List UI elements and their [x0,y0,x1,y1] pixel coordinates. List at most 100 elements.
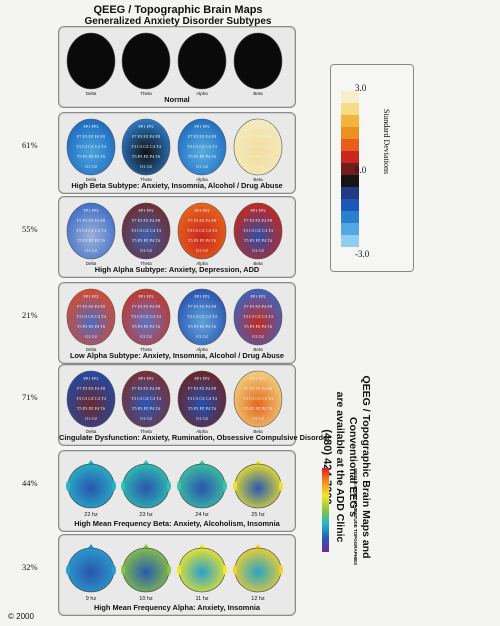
scale-title: Standard Deviations [382,109,391,175]
page-subtitle: Generalized Anxiety Disorder Subtypes [84,16,272,27]
electrode-labels: T3 C3 CZ C4 T4 [243,314,274,319]
electrode-labels: T5 P3 PZ P4 T6 [244,238,273,243]
electrode-labels: FP1 FP2 [194,376,209,381]
electrode-labels: T3 C3 CZ C4 T4 [76,228,107,233]
electrode-labels: O1 O2 [85,164,97,169]
electrode-labels: O1 O2 [252,248,264,253]
electrode-labels: T5 P3 PZ P4 T6 [244,324,273,329]
brain-map-2-0: FP1 FP2 F7 F3 FZ F4 F8 T3 C3 CZ C4 T4 T5 P3… [66,202,116,260]
electrode-labels: T3 C3 CZ C4 T4 [187,314,218,319]
panel-caption: High Alpha Subtype: Anxiety, Depression,… [94,265,260,274]
panel-caption: Normal [164,95,190,104]
electrode-labels: O1 O2 [196,334,208,339]
electrode-labels: O1 O2 [85,334,97,339]
electrode-labels: F7 F3 FZ F4 F8 [77,134,106,139]
panel-6: 9 hz 10 hz 11 hz 12 hz High Mean Frequency A… [58,534,296,616]
brain-map-3-3: FP1 FP2 F7 F3 FZ F4 F8 T3 C3 CZ C4 T4 T5 P3… [233,288,283,346]
brain-map-1-3: FP1 FP2 F7 F3 FZ F4 F8 T3 C3 CZ C4 T4 T5 P3… [233,118,283,176]
band-label: Theta [140,347,152,352]
copyright: © 2000 [8,612,34,621]
electrode-labels: T3 C3 CZ C4 T4 [76,396,107,401]
electrode-labels: F7 F3 FZ F4 F8 [77,218,106,223]
scale-swatch [341,139,359,151]
scale-swatch [341,151,359,163]
electrode-labels: T5 P3 PZ P4 T6 [132,238,161,243]
electrode-labels: FP1 FP2 [83,208,98,213]
band-label: Beta [253,177,263,182]
electrode-labels: T5 P3 PZ P4 T6 [132,324,161,329]
panel-caption: High Mean Frequency Beta: Anxiety, Alcoh… [74,519,280,528]
scale-swatch [341,175,359,187]
electrode-labels: O1 O2 [252,334,264,339]
electrode-labels: T3 C3 CZ C4 T4 [243,396,274,401]
band-label: 9 hz [85,596,97,602]
electrode-labels: T5 P3 PZ P4 T6 [188,406,217,411]
electrode-labels: F7 F3 FZ F4 F8 [132,386,161,391]
electrode-labels: T3 C3 CZ C4 T4 [131,144,162,149]
electrode-labels: FP1 FP2 [138,124,153,129]
electrode-labels: T5 P3 PZ P4 T6 [77,406,106,411]
panel-0: Delta Theta Alpha Beta Normal [58,26,296,108]
electrode-labels: T5 P3 PZ P4 T6 [188,154,217,159]
electrode-labels: F7 F3 FZ F4 F8 [132,304,161,309]
brain-map-5-0 [66,460,116,509]
panel-3: FP1 FP2 F7 F3 FZ F4 F8 T3 C3 CZ C4 T4 T5 P3… [58,282,296,364]
brain-map-0-1 [121,32,171,90]
scale-swatch [341,199,359,211]
electrode-labels: O1 O2 [252,416,264,421]
panel-percentage: 71% [22,392,38,402]
electrode-labels: O1 O2 [196,164,208,169]
electrode-labels: F7 F3 FZ F4 F8 [244,304,273,309]
electrode-labels: F7 F3 FZ F4 F8 [77,386,106,391]
brain-map-0-2 [177,32,227,90]
electrode-labels: FP1 FP2 [250,294,265,299]
band-label: Delta [85,177,97,182]
electrode-labels: T3 C3 CZ C4 T4 [76,144,107,149]
band-label: 10 hz [139,596,153,602]
electrode-labels: FP1 FP2 [138,294,153,299]
band-label: 23 hz [139,512,153,518]
brain-map-0-0 [66,32,116,90]
electrode-labels: F7 F3 FZ F4 F8 [188,386,217,391]
band-label: Delta [85,91,97,96]
electrode-labels: FP1 FP2 [138,208,153,213]
electrode-labels: T3 C3 CZ C4 T4 [187,396,218,401]
scale-swatch [341,103,359,115]
electrode-labels: T5 P3 PZ P4 T6 [132,154,161,159]
brain-map-3-2: FP1 FP2 F7 F3 FZ F4 F8 T3 C3 CZ C4 T4 T5 P3… [177,288,227,346]
electrode-labels: F7 F3 FZ F4 F8 [77,304,106,309]
band-label: Alpha [196,91,208,96]
electrode-labels: FP1 FP2 [194,294,209,299]
band-label: Alpha [196,429,208,434]
scale-swatch [341,127,359,139]
scale-swatch [341,211,359,223]
electrode-labels: T5 P3 PZ P4 T6 [244,154,273,159]
brain-map-3-1: FP1 FP2 F7 F3 FZ F4 F8 T3 C3 CZ C4 T4 T5 P3… [121,288,171,346]
electrode-labels: FP1 FP2 [83,376,98,381]
brain-map-2-2: FP1 FP2 F7 F3 FZ F4 F8 T3 C3 CZ C4 T4 T5 P3… [177,202,227,260]
panel-caption: Low Alpha Subtype: Anxiety, Insomnia, Al… [70,351,284,360]
electrode-labels: T3 C3 CZ C4 T4 [187,144,218,149]
scale-swatch [341,235,359,247]
electrode-labels: O1 O2 [252,164,264,169]
brain-map-6-1 [121,544,171,593]
brain-map-5-3 [233,460,283,509]
panel-caption: High Mean Frequency Alpha: Anxiety, Inso… [93,603,261,612]
brain-map-4-0: FP1 FP2 F7 F3 FZ F4 F8 T3 C3 CZ C4 T4 T5 P3… [66,370,116,428]
brain-map-1-1: FP1 FP2 F7 F3 FZ F4 F8 T3 C3 CZ C4 T4 T5 P3… [121,118,171,176]
electrode-labels: F7 F3 FZ F4 F8 [132,218,161,223]
panel-percentage: 44% [22,478,38,488]
electrode-labels: T5 P3 PZ P4 T6 [188,238,217,243]
electrode-labels: O1 O2 [196,248,208,253]
panel-1: FP1 FP2 F7 F3 FZ F4 F8 T3 C3 CZ C4 T4 T5 P3… [58,112,296,194]
brain-map-6-0 [66,544,116,593]
electrode-labels: F7 F3 FZ F4 F8 [188,304,217,309]
band-label: Theta [140,261,152,266]
electrode-labels: F7 F3 FZ F4 F8 [188,134,217,139]
electrode-labels: FP1 FP2 [194,208,209,213]
band-label: Beta [253,429,263,434]
page-title: QEEG / Topographic Brain Maps [93,4,263,16]
brain-map-5-2 [177,460,227,509]
panel-percentage: 55% [22,224,38,234]
panel-5: 22 hz 23 hz 24 hz 25 hz High Mean Frequency … [58,450,296,532]
